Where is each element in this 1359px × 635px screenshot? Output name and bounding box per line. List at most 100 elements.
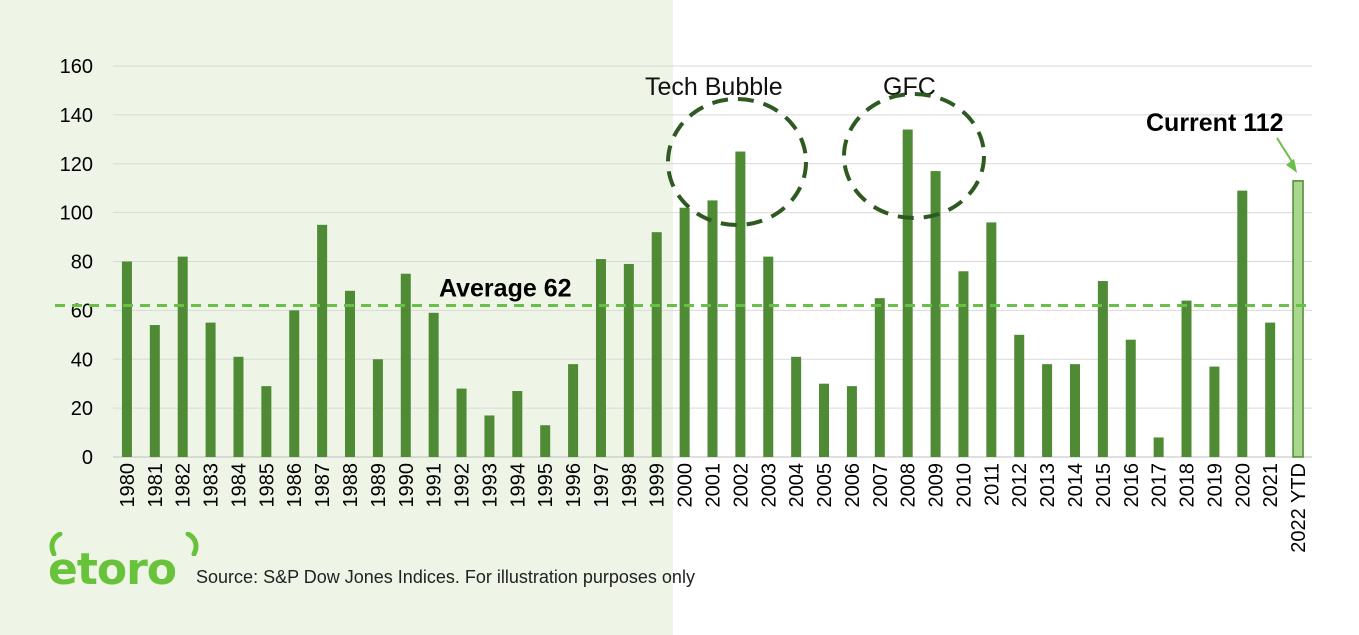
x-tick-label: 2013 [1037, 463, 1059, 508]
x-tick-label: 1996 [563, 463, 585, 508]
bar [902, 129, 913, 457]
etoro-logo: etoro [48, 532, 199, 592]
bar [177, 256, 188, 457]
y-tick-label: 40 [71, 349, 93, 371]
x-tick-label: 1995 [535, 463, 557, 508]
bar [1237, 190, 1248, 457]
bar [372, 359, 383, 457]
current-arrow-head [1286, 158, 1298, 173]
x-tick-label: 1980 [117, 463, 139, 508]
bar [1153, 437, 1164, 457]
x-tick-label: 1993 [479, 463, 501, 508]
bar [121, 261, 132, 457]
x-tick-label: 2015 [1093, 463, 1115, 508]
bar [958, 271, 969, 457]
x-tick-label: 1998 [619, 463, 641, 508]
y-tick-label: 80 [71, 252, 93, 274]
y-tick-label: 0 [82, 447, 93, 469]
tech-bubble-circle [666, 97, 808, 227]
x-tick-label: 2014 [1065, 463, 1087, 508]
x-tick-label: 1994 [507, 463, 529, 508]
bar [930, 171, 941, 458]
x-tick-label: 2001 [703, 463, 725, 508]
logo-text: etoro [48, 544, 177, 595]
gfc-circle [842, 92, 986, 220]
x-tick-label: 1984 [228, 463, 250, 508]
x-tick-label: 2005 [814, 463, 836, 508]
bar [651, 232, 662, 457]
bar [791, 356, 802, 457]
bar [1097, 281, 1108, 457]
x-tick-label: 1982 [173, 463, 195, 508]
bar [400, 273, 411, 457]
x-tick-label: 2019 [1204, 463, 1226, 508]
x-tick-label: 2010 [953, 463, 975, 508]
x-tick-label: 2009 [926, 463, 948, 508]
bar [1125, 339, 1136, 457]
bar [1265, 322, 1276, 457]
x-tick-label: 1985 [256, 463, 278, 508]
x-tick-label: 2012 [1009, 463, 1031, 508]
bar [345, 290, 356, 457]
y-tick-label: 120 [60, 154, 93, 176]
x-tick-label: 1988 [340, 463, 362, 508]
x-tick-label: 1989 [368, 463, 390, 508]
bar [595, 259, 606, 457]
bar [1069, 364, 1080, 457]
bar [289, 310, 300, 457]
bar [428, 312, 439, 457]
bar [1042, 364, 1053, 457]
bar [317, 224, 328, 457]
x-tick-label: 2022 YTD [1288, 463, 1310, 553]
x-tick-label: 2017 [1149, 463, 1171, 508]
bar [874, 298, 885, 457]
bar [1014, 334, 1025, 457]
bar [540, 425, 551, 457]
bar [205, 322, 216, 457]
bar [679, 207, 690, 457]
x-tick-label: 1990 [396, 463, 418, 508]
average-label: Average 62 [439, 274, 572, 302]
footer: etoro Source: S&P Dow Jones Indices. For… [48, 532, 695, 600]
bar [763, 256, 774, 457]
x-tick-label: 2021 [1260, 463, 1282, 508]
tech-bubble-label: Tech Bubble [645, 73, 783, 101]
bar [846, 386, 857, 457]
bar [986, 222, 997, 457]
x-tick-label: 2000 [675, 463, 697, 508]
bar [261, 386, 272, 457]
x-tick-label: 1997 [591, 463, 613, 508]
x-tick-label: 2016 [1121, 463, 1143, 508]
y-tick-label: 160 [60, 56, 93, 78]
bar [149, 325, 160, 457]
x-tick-label: 1991 [424, 463, 446, 508]
y-tick-label: 60 [71, 300, 93, 322]
bar [1181, 300, 1192, 457]
bar [1292, 180, 1304, 458]
x-tick-label: 2003 [758, 463, 780, 508]
bar [233, 356, 244, 457]
x-tick-label: 1999 [647, 463, 669, 508]
bar [623, 263, 634, 457]
bar [456, 388, 467, 457]
bar [819, 383, 830, 457]
x-tick-label: 2007 [870, 463, 892, 508]
bar [512, 391, 523, 457]
current-arrow-line [1276, 137, 1295, 166]
left-background-panel [0, 0, 673, 635]
x-tick-label: 1987 [312, 463, 334, 508]
x-tick-label: 2004 [786, 463, 808, 508]
x-tick-label: 2011 [981, 463, 1003, 506]
x-tick-label: 2006 [842, 463, 864, 508]
x-tick-label: 1983 [201, 463, 223, 508]
logo-horns-icon [49, 532, 199, 556]
source-note: Source: S&P Dow Jones Indices. For illus… [196, 566, 695, 587]
x-tick-label: 1981 [145, 463, 167, 508]
x-tick-label: 1992 [452, 463, 474, 508]
bar [484, 415, 495, 457]
x-tick-label: 2008 [898, 463, 920, 508]
bar [707, 200, 718, 457]
x-tick-label: 2020 [1232, 463, 1254, 508]
current-label: Current 112 [1146, 109, 1284, 137]
